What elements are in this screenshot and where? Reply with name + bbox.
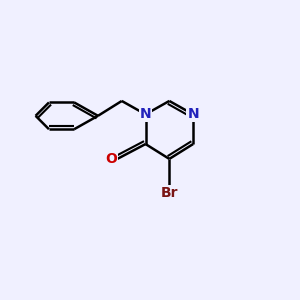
Text: Br: Br (160, 186, 178, 200)
Text: O: O (105, 152, 117, 166)
Text: N: N (187, 107, 199, 121)
Text: N: N (140, 107, 152, 121)
